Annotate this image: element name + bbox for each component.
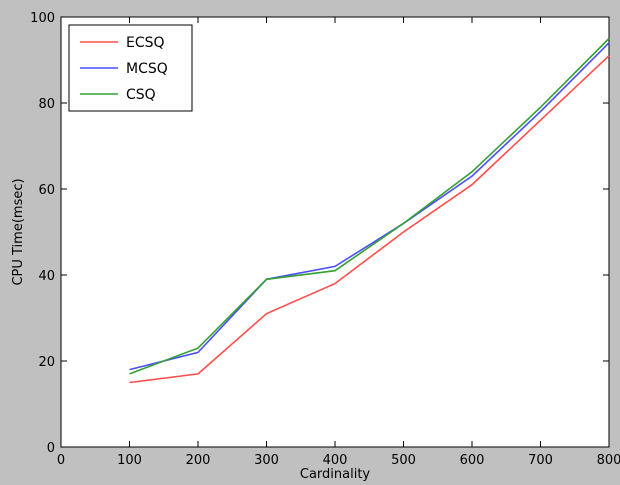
- x-tick-label: 0: [57, 453, 65, 468]
- y-tick-label: 0: [47, 441, 55, 456]
- y-tick-label: 80: [38, 97, 55, 112]
- legend-label-csq: CSQ: [126, 87, 156, 103]
- legend-label-mcsq: MCSQ: [126, 61, 168, 77]
- x-tick-label: 100: [117, 453, 142, 468]
- x-tick-label: 800: [597, 453, 620, 468]
- x-tick-label: 400: [323, 453, 348, 468]
- x-tick-label: 600: [460, 453, 485, 468]
- x-axis-label: Cardinality: [300, 467, 371, 481]
- x-tick-label: 300: [254, 453, 279, 468]
- x-tick-label: 500: [391, 453, 416, 468]
- y-tick-label: 40: [38, 269, 55, 284]
- legend-label-ecsq: ECSQ: [126, 35, 165, 51]
- y-tick-label: 60: [38, 183, 55, 198]
- y-tick-label: 20: [38, 355, 55, 370]
- x-tick-label: 700: [528, 453, 553, 468]
- x-tick-label: 200: [186, 453, 211, 468]
- legend: ECSQ MCSQ CSQ: [69, 25, 192, 111]
- y-tick-label: 100: [30, 11, 55, 26]
- y-axis-label: CPU Time(msec): [11, 178, 26, 285]
